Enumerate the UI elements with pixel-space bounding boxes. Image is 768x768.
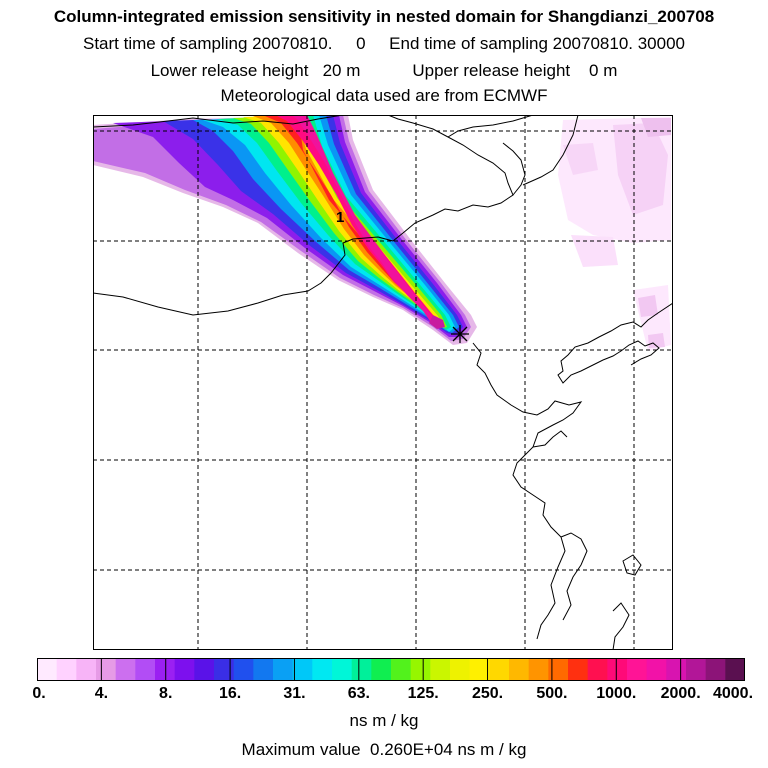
colorbar-units: ns m / kg: [349, 711, 419, 730]
figure-title: Column-integrated emission sensitivity i…: [53, 7, 715, 26]
receptor-star-icon: [451, 325, 469, 343]
colorbar-swatch: [607, 658, 628, 681]
colorbar-swatch: [548, 658, 569, 681]
colorbar-swatch: [528, 658, 549, 681]
colorbar-tick-label: 500.: [536, 685, 568, 702]
colorbar-swatch: [214, 658, 235, 681]
colorbar-swatch: [410, 658, 431, 681]
sampling-times: Start time of sampling 20070810. 0 End t…: [83, 34, 685, 53]
colorbar-swatch: [253, 658, 274, 681]
colorbar-swatch: [450, 658, 471, 681]
map-frame: [93, 115, 673, 650]
colorbar-tick-label: 250.: [471, 685, 504, 702]
colorbar: [37, 658, 745, 681]
colorbar-swatch: [587, 658, 608, 681]
colorbar-tick-label: 1000.: [596, 685, 637, 702]
lat-lon-grid: [93, 115, 673, 650]
colorbar-swatch: [725, 658, 745, 681]
colorbar-tick-label: 4.: [94, 685, 109, 702]
colorbar-swatch: [174, 658, 195, 681]
colorbar-swatch: [96, 658, 117, 681]
colorbar-tick-label: 4000.: [712, 685, 754, 702]
colorbar-tick-label: 125.: [407, 685, 439, 702]
colorbar-tick-label: 0.: [32, 685, 46, 702]
colorbar-swatch: [135, 658, 156, 681]
met-data-source: Meteorological data used are from ECMWF: [220, 86, 548, 105]
plume: [93, 115, 477, 345]
emission-sensitivity-map: 1: [93, 115, 673, 650]
colorbar-tick-label: 2000.: [660, 685, 701, 702]
faint-sensitivity-patches: [558, 117, 671, 351]
colorbar-swatch: [371, 658, 392, 681]
colorbar-swatch: [391, 658, 412, 681]
colorbar-swatch: [76, 658, 97, 681]
colorbar-swatch: [273, 658, 294, 681]
colorbar-swatch: [312, 658, 333, 681]
colorbar-swatch: [627, 658, 648, 681]
colorbar-swatch: [705, 658, 726, 681]
colorbar-swatch: [115, 658, 136, 681]
colorbar-swatch: [351, 658, 372, 681]
release-heights: Lower release height 20 m Upper release …: [150, 61, 618, 80]
colorbar-swatch: [686, 658, 707, 681]
colorbar-swatch: [568, 658, 589, 681]
colorbar-swatch: [666, 658, 687, 681]
colorbar-swatch: [469, 658, 490, 681]
colorbar-swatch: [292, 658, 313, 681]
coastlines-and-borders: [93, 115, 673, 650]
colorbar-swatch: [646, 658, 667, 681]
colorbar-tick-label: 8.: [159, 685, 173, 702]
colorbar-tick-label: 16.: [218, 685, 242, 702]
colorbar-swatch: [430, 658, 451, 681]
colorbar-swatch: [37, 658, 58, 681]
maximum-value: Maximum value 0.260E+04 ns m / kg: [241, 740, 527, 759]
colorbar-swatch: [194, 658, 215, 681]
colorbar-swatch: [155, 658, 176, 681]
colorbar-frame: [37, 658, 745, 681]
colorbar-swatch: [332, 658, 353, 681]
colorbar-swatch: [489, 658, 510, 681]
station-label: 1: [336, 209, 344, 226]
colorbar-tick-label: 31.: [283, 685, 306, 702]
colorbar-swatch: [233, 658, 254, 681]
colorbar-tick-label: 63.: [347, 685, 370, 702]
colorbar-swatch: [56, 658, 77, 681]
colorbar-swatch: [509, 658, 530, 681]
